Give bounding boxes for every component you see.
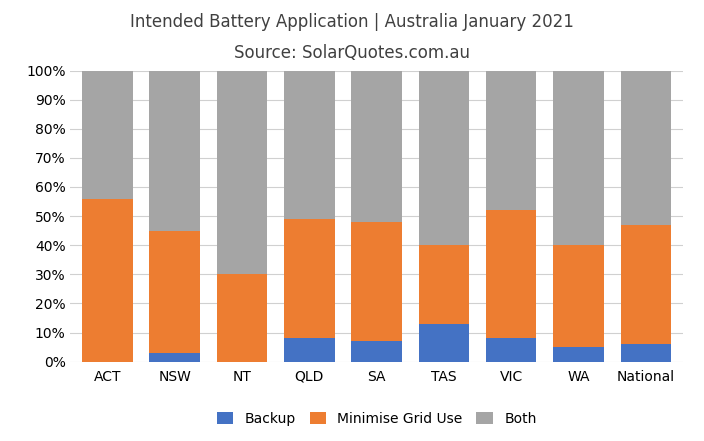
Legend: Backup, Minimise Grid Use, Both: Backup, Minimise Grid Use, Both [211, 407, 542, 431]
Bar [486, 210, 536, 338]
Bar [486, 71, 536, 210]
Bar [351, 341, 402, 362]
Bar [486, 338, 536, 362]
Bar [419, 245, 469, 324]
Bar [149, 231, 200, 353]
Bar [553, 71, 604, 245]
Bar [217, 274, 268, 362]
Bar [553, 245, 604, 347]
Bar [621, 225, 671, 344]
Bar [419, 324, 469, 362]
Bar [351, 222, 402, 341]
Bar [149, 353, 200, 362]
Bar [217, 71, 268, 274]
Bar [419, 71, 469, 245]
Bar [284, 219, 334, 338]
Bar [284, 338, 334, 362]
Bar [621, 344, 671, 362]
Text: Source: SolarQuotes.com.au: Source: SolarQuotes.com.au [234, 44, 470, 62]
Bar [82, 198, 132, 362]
Bar [149, 71, 200, 231]
Bar [621, 71, 671, 225]
Bar [351, 71, 402, 222]
Bar [284, 71, 334, 219]
Text: Intended Battery Application | Australia January 2021: Intended Battery Application | Australia… [130, 13, 574, 31]
Bar [82, 71, 132, 198]
Bar [553, 347, 604, 362]
